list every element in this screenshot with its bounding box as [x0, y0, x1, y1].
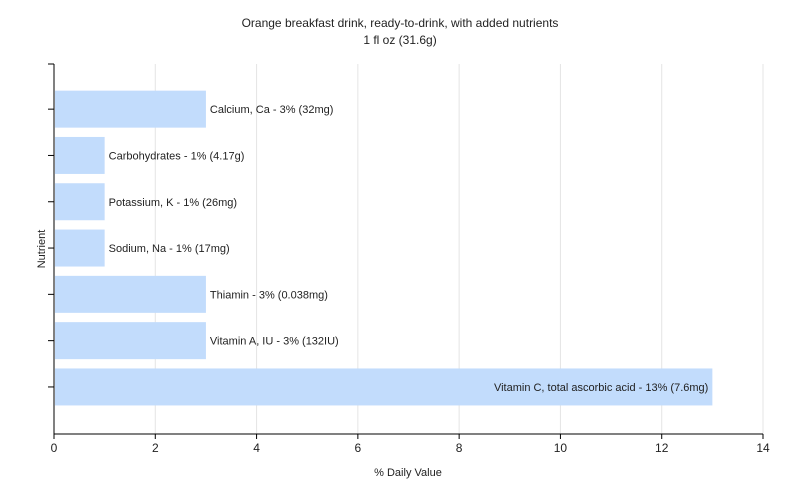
x-tick-label: 4: [253, 441, 260, 455]
bar: [55, 136, 105, 174]
bar-data-label: Thiamin - 3% (0.038mg): [210, 289, 328, 301]
bar: [55, 322, 206, 360]
bars: Calcium, Ca - 3% (32mg) Carbohydrates - 1…: [55, 90, 713, 406]
x-tick-label: 14: [756, 441, 770, 455]
bar: [55, 275, 206, 313]
chart-title: Orange breakfast drink, ready-to-drink, …: [242, 16, 559, 30]
bar: [55, 229, 105, 267]
bar-data-label: Carbohydrates - 1% (4.17g): [109, 150, 245, 162]
axes: 0 2 4 6 8 10 12 14: [48, 63, 770, 455]
bar: [55, 368, 713, 406]
x-tick-label: 2: [152, 441, 159, 455]
bar-data-label: Calcium, Ca - 3% (32mg): [210, 104, 333, 116]
bar-data-label: Vitamin A, IU - 3% (132IU): [210, 336, 339, 348]
x-tick-label: 10: [554, 441, 568, 455]
chart-subtitle: 1 fl oz (31.6g): [363, 33, 436, 47]
bar-data-label: Sodium, Na - 1% (17mg): [109, 243, 230, 255]
x-tick-label: 8: [456, 441, 463, 455]
bar: [55, 183, 105, 221]
bar-data-label: Potassium, K - 1% (26mg): [109, 197, 237, 209]
x-axis-label: % Daily Value: [374, 467, 442, 479]
bar: [55, 90, 206, 128]
x-tick-label: 6: [355, 441, 362, 455]
x-tick-label: 0: [51, 441, 58, 455]
x-tick-label: 12: [655, 441, 669, 455]
y-axis-label: Nutrient: [36, 230, 48, 269]
bar-data-label: Vitamin C, total ascorbic acid - 13% (7.…: [494, 382, 708, 394]
